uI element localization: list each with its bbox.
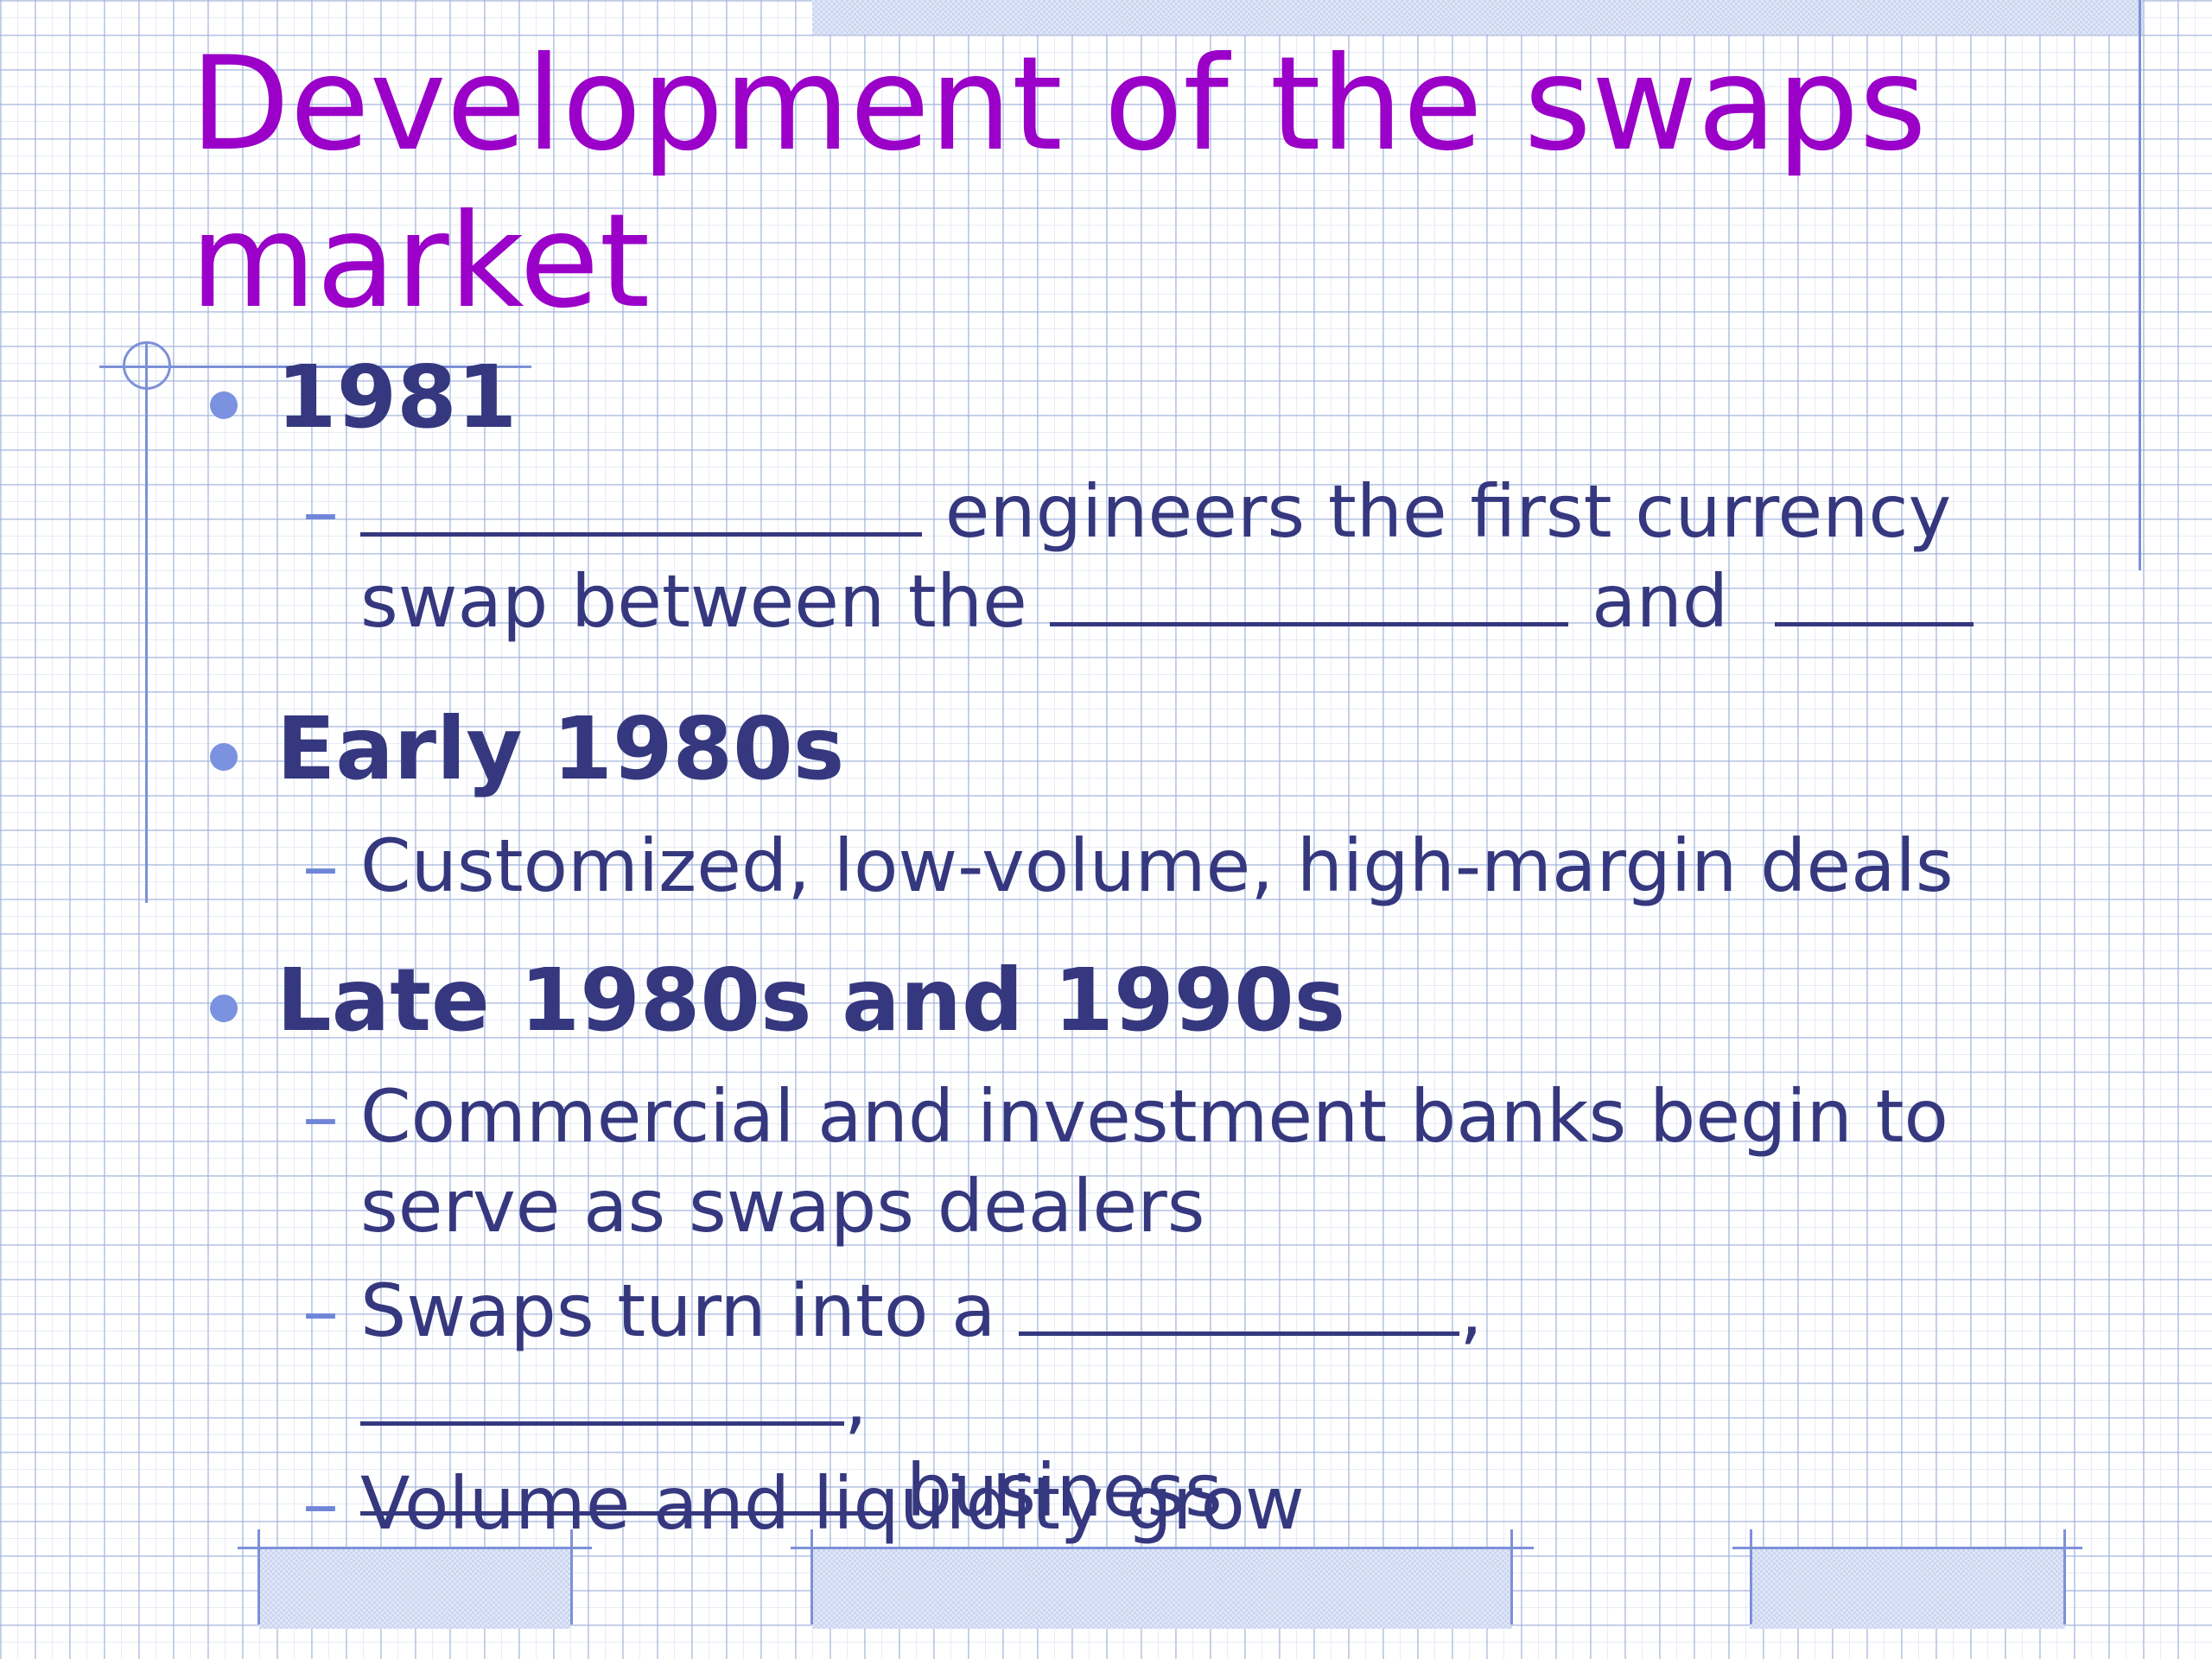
subitem-text: Customized, low-volume, high-margin deal… bbox=[360, 823, 1954, 908]
bullet-dot-icon bbox=[210, 391, 238, 419]
sub-text-segment: and bbox=[1568, 559, 1751, 644]
sub-text-segment: Swaps turn into a bbox=[360, 1268, 1020, 1353]
sub-text-segment: , bbox=[844, 1358, 868, 1443]
bottom-tick-2 bbox=[570, 1529, 573, 1624]
left-horizontal-rule bbox=[99, 365, 531, 368]
subitem-customized-deals: – Customized, low-volume, high-margin de… bbox=[302, 821, 1987, 911]
fill-in-blank[interactable] bbox=[360, 1356, 844, 1426]
subitem-fill-in-1981: – engineers the first currency swap betw… bbox=[302, 467, 1987, 646]
bottom-rule-middle bbox=[791, 1547, 1534, 1549]
subitem-banks-dealers: – Commercial and investment banks begin … bbox=[302, 1071, 1987, 1251]
bullet-dot-icon bbox=[210, 995, 238, 1022]
bottom-tick-3 bbox=[810, 1529, 813, 1624]
left-vertical-rule bbox=[145, 341, 148, 903]
subitem-volume-liquidity: – Volume and liquidity grow bbox=[302, 1459, 1987, 1548]
bullet-heading: Late 1980s and 1990s bbox=[276, 950, 1346, 1051]
bottom-tick-6 bbox=[2063, 1529, 2066, 1624]
top-decorative-band bbox=[812, 0, 2143, 35]
bottom-tick-1 bbox=[257, 1529, 260, 1624]
dash-icon: – bbox=[302, 1461, 339, 1546]
bottom-tick-5 bbox=[1750, 1529, 1752, 1624]
bottom-band-right bbox=[1750, 1547, 2065, 1629]
subitem-text: Commercial and investment banks begin to… bbox=[360, 1074, 1948, 1249]
fill-in-blank[interactable] bbox=[1774, 556, 1974, 626]
bottom-rule-left bbox=[238, 1547, 592, 1549]
bottom-tick-4 bbox=[1510, 1529, 1513, 1624]
bottom-band-middle bbox=[812, 1547, 1512, 1629]
dash-icon: – bbox=[302, 469, 339, 554]
fill-in-blank[interactable] bbox=[1050, 556, 1569, 626]
bullet-heading: Early 1980s bbox=[276, 698, 845, 799]
sub-text-segment: engineers the first currency swap betwee… bbox=[360, 469, 1952, 644]
bottom-band-left bbox=[259, 1547, 570, 1629]
slide-title: Development of the swaps market bbox=[190, 29, 1927, 337]
dash-icon: – bbox=[302, 823, 339, 908]
subitem-text: Volume and liquidity grow bbox=[360, 1461, 1305, 1546]
fill-in-blank[interactable] bbox=[360, 467, 922, 537]
bullet-dot-icon bbox=[210, 743, 238, 771]
bullet-heading: 1981 bbox=[276, 346, 518, 448]
sub-text-segment: business bbox=[883, 1448, 1223, 1533]
bottom-rule-right bbox=[1732, 1547, 2082, 1549]
fill-in-blank[interactable] bbox=[1019, 1266, 1460, 1336]
dash-icon: – bbox=[302, 1074, 339, 1159]
dash-icon: – bbox=[302, 1268, 339, 1353]
fill-in-blank[interactable] bbox=[360, 1446, 883, 1516]
right-vertical-rule bbox=[2139, 0, 2141, 570]
sub-text-segment: , bbox=[1459, 1268, 1483, 1353]
crosshair-circle-ornament bbox=[123, 341, 171, 390]
subitem-swaps-business: – Swaps turn into a , , business bbox=[302, 1266, 1987, 1535]
